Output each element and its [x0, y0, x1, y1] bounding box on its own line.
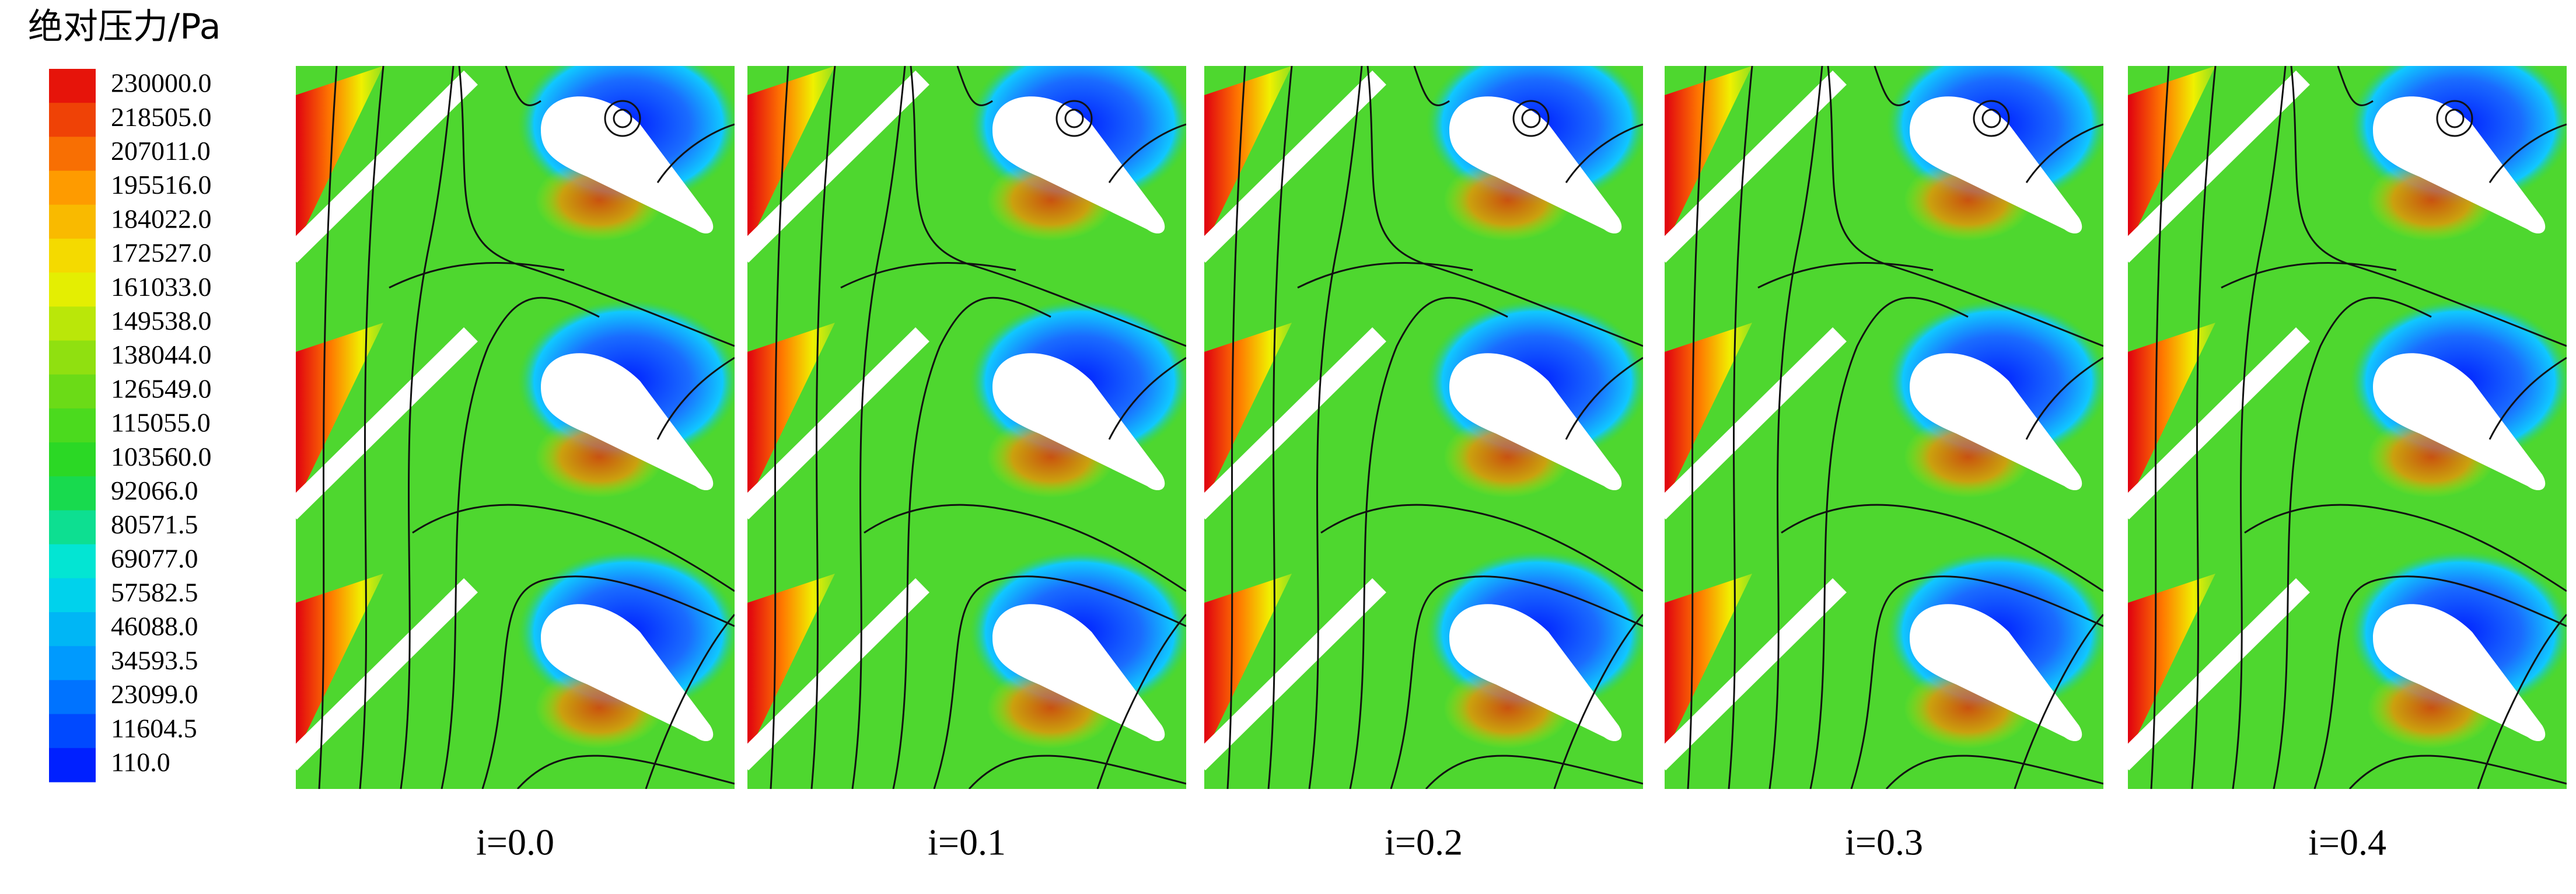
colorbar-swatch	[49, 578, 96, 613]
colorbar-swatch	[49, 273, 96, 307]
colorbar-swatch	[49, 170, 96, 205]
colorbar-swatch	[49, 476, 96, 511]
colorbar-swatch	[49, 103, 96, 137]
flow-field	[742, 43, 1191, 789]
flow-panel	[742, 43, 1191, 789]
flow-panel	[290, 43, 739, 789]
colorbar-label: 138044.0	[111, 340, 212, 369]
colorbar-swatch	[49, 137, 96, 172]
colorbar-label: 218505.0	[111, 102, 212, 132]
colorbar-swatch	[49, 408, 96, 443]
colorbar-swatch	[49, 544, 96, 579]
colorbar-label: 172527.0	[111, 238, 212, 268]
flow-panel	[2122, 43, 2571, 789]
colorbar-label: 92066.0	[111, 476, 198, 505]
colorbar-label: 110.0	[111, 747, 170, 777]
colorbar-swatch	[49, 340, 96, 375]
colorbar-label: 80571.5	[111, 509, 198, 539]
panel-label: i=0.0	[476, 822, 554, 863]
colorbar-swatch	[49, 510, 96, 545]
flow-panel	[1659, 43, 2108, 789]
legend-title: 绝对压力/Pa	[28, 6, 221, 47]
colorbar-label: 103560.0	[111, 442, 212, 472]
flow-field	[2122, 43, 2571, 789]
flow-field	[290, 43, 739, 789]
colorbar: 230000.0 218505.0 207011.0 195516.0 184022.0…	[49, 68, 212, 783]
colorbar-swatch	[49, 238, 96, 273]
colorbar-label: 195516.0	[111, 170, 212, 200]
colorbar-label: 115055.0	[111, 408, 211, 438]
colorbar-label: 207011.0	[111, 136, 211, 166]
colorbar-label: 11604.5	[111, 713, 197, 743]
colorbar-label: 69077.0	[111, 543, 198, 573]
colorbar-swatch	[49, 374, 96, 409]
colorbar-label: 149538.0	[111, 306, 212, 336]
flow-field	[1198, 43, 1648, 789]
flow-panel	[1198, 43, 1648, 789]
flow-field	[1659, 43, 2108, 789]
colorbar-label: 184022.0	[111, 204, 212, 233]
panel-label: i=0.3	[1845, 822, 1923, 863]
panel-label: i=0.2	[1385, 822, 1463, 863]
colorbar-label: 161033.0	[111, 272, 212, 302]
panel-label: i=0.4	[2308, 822, 2386, 863]
colorbar-swatch	[49, 714, 96, 749]
colorbar-label: 126549.0	[111, 373, 212, 403]
colorbar-label: 57582.5	[111, 578, 198, 607]
colorbar-label: 46088.0	[111, 612, 198, 641]
colorbar-swatch	[49, 204, 96, 239]
colorbar-swatch	[49, 748, 96, 783]
colorbar-swatch	[49, 612, 96, 647]
colorbar-swatch	[49, 646, 96, 680]
colorbar-swatch	[49, 306, 96, 341]
colorbar-label: 23099.0	[111, 679, 198, 709]
panel-label: i=0.1	[928, 822, 1006, 863]
colorbar-swatch	[49, 442, 96, 477]
colorbar-swatch	[49, 69, 96, 103]
colorbar-label: 34593.5	[111, 645, 198, 675]
colorbar-label: 230000.0	[111, 68, 212, 98]
colorbar-swatch	[49, 680, 96, 715]
